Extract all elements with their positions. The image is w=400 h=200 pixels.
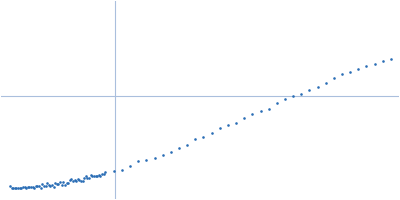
Point [38, 186, 44, 189]
Point [30, 186, 36, 189]
Point [52, 181, 58, 185]
Point [168, 150, 174, 153]
Point [200, 136, 207, 139]
Point [89, 175, 96, 178]
Point [21, 185, 28, 188]
Point [290, 95, 296, 98]
Point [380, 60, 386, 63]
Point [184, 144, 190, 147]
Point [355, 68, 362, 71]
Point [99, 172, 105, 175]
Point [50, 185, 57, 188]
Point [347, 71, 353, 74]
Point [10, 186, 16, 190]
Point [86, 176, 92, 180]
Point [88, 173, 94, 177]
Point [78, 179, 84, 183]
Point [13, 187, 20, 190]
Point [76, 179, 83, 182]
Point [60, 181, 66, 184]
Point [18, 187, 24, 190]
Point [42, 184, 49, 187]
Point [62, 183, 68, 186]
Point [83, 174, 89, 177]
Point [57, 181, 63, 184]
Point [23, 186, 29, 190]
Point [249, 113, 256, 116]
Point [71, 178, 78, 181]
Point [84, 176, 91, 179]
Point [233, 121, 239, 124]
Point [12, 186, 18, 189]
Point [65, 182, 71, 185]
Point [257, 110, 264, 113]
Point [15, 186, 21, 189]
Point [73, 179, 79, 182]
Point [97, 174, 104, 178]
Point [208, 132, 215, 135]
Point [388, 58, 394, 61]
Point [111, 170, 117, 173]
Point [306, 88, 312, 91]
Point [20, 185, 26, 188]
Point [39, 183, 46, 186]
Point [176, 146, 182, 149]
Point [80, 179, 86, 182]
Point [33, 184, 39, 188]
Point [58, 183, 65, 186]
Point [24, 186, 31, 189]
Point [127, 164, 133, 167]
Point [241, 117, 248, 120]
Point [8, 187, 15, 190]
Point [225, 123, 231, 126]
Point [96, 174, 102, 177]
Point [94, 174, 100, 177]
Point [44, 182, 50, 185]
Point [266, 108, 272, 111]
Point [216, 127, 223, 130]
Point [322, 81, 329, 85]
Point [47, 185, 54, 188]
Point [54, 183, 60, 186]
Point [55, 183, 62, 186]
Point [28, 186, 34, 189]
Point [363, 65, 370, 68]
Point [16, 186, 23, 189]
Point [49, 183, 55, 187]
Point [41, 184, 47, 187]
Point [274, 102, 280, 105]
Point [100, 172, 107, 175]
Point [31, 187, 38, 190]
Point [119, 169, 125, 172]
Point [36, 184, 42, 188]
Point [68, 178, 74, 181]
Point [63, 181, 70, 185]
Point [34, 185, 41, 188]
Point [339, 73, 345, 76]
Point [92, 174, 99, 177]
Point [331, 76, 337, 80]
Point [371, 62, 378, 66]
Point [192, 137, 198, 140]
Point [102, 170, 108, 174]
Point [66, 179, 73, 182]
Point [298, 92, 304, 96]
Point [7, 185, 13, 188]
Point [70, 180, 76, 183]
Point [46, 184, 52, 187]
Point [75, 178, 81, 181]
Point [160, 153, 166, 157]
Point [91, 175, 97, 178]
Point [135, 159, 142, 163]
Point [143, 159, 150, 162]
Point [81, 177, 88, 180]
Point [282, 98, 288, 101]
Point [152, 156, 158, 159]
Point [26, 185, 33, 188]
Point [314, 85, 321, 88]
